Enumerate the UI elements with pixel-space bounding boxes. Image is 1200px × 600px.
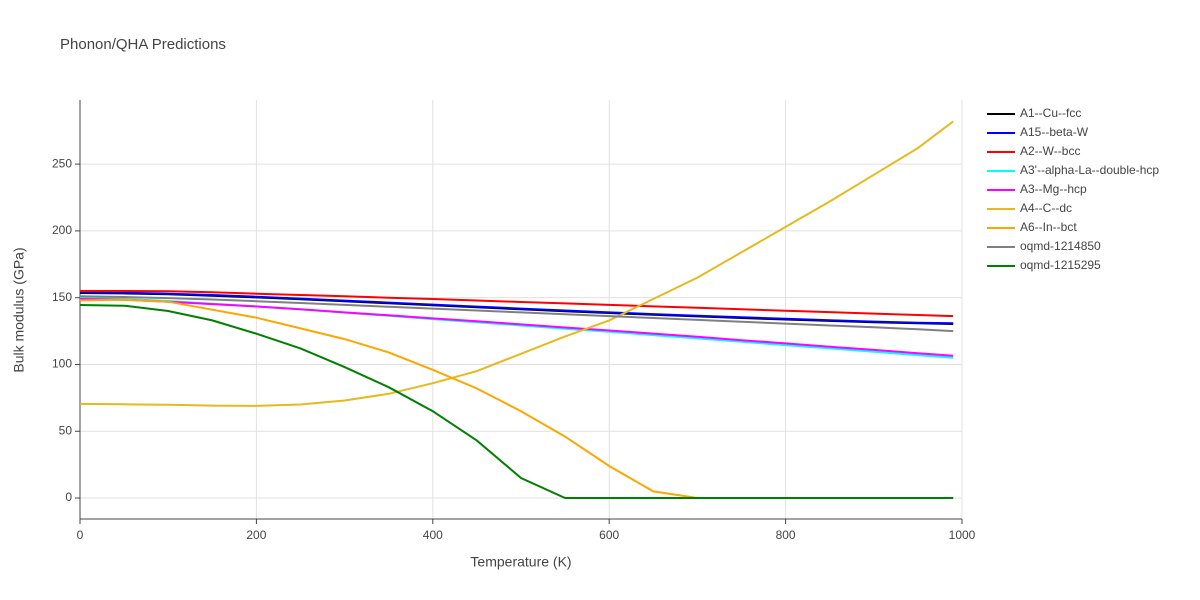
- y-axis-title: Bulk modulus (GPa): [11, 247, 27, 372]
- legend-label: A2--W--bcc: [1020, 144, 1080, 158]
- y-tick-label: 150: [52, 290, 72, 304]
- y-tick-label: 50: [59, 423, 73, 437]
- series-line: [79, 298, 954, 357]
- series-line: [79, 120, 954, 407]
- series-line: [79, 298, 954, 499]
- x-tick-label: 400: [423, 528, 443, 542]
- legend-label: oqmd-1215295: [1020, 258, 1101, 272]
- legend-label: A6--In--bct: [1020, 220, 1077, 234]
- legend-label: A4--C--dc: [1020, 201, 1072, 215]
- series-line: [79, 291, 954, 325]
- x-tick-label: 1000: [949, 528, 976, 542]
- series-line: [79, 296, 954, 359]
- legend-label: A3--Mg--hcp: [1020, 182, 1087, 196]
- y-tick-label: 100: [52, 357, 72, 371]
- y-tick-label: 250: [52, 156, 72, 170]
- legend-label: A1--Cu--fcc: [1020, 106, 1081, 120]
- series-line: [79, 304, 954, 499]
- x-axis-title: Temperature (K): [470, 554, 571, 570]
- x-tick-label: 600: [599, 528, 619, 542]
- chart-title: Phonon/QHA Predictions: [60, 36, 226, 53]
- legend-label: A15--beta-W: [1020, 125, 1089, 139]
- series-line: [80, 290, 954, 318]
- x-tick-label: 0: [77, 528, 84, 542]
- y-tick-label: 200: [52, 223, 72, 237]
- y-tick-label: 0: [65, 490, 72, 504]
- legend-label: oqmd-1214850: [1020, 239, 1101, 253]
- x-tick-label: 200: [246, 528, 266, 542]
- x-tick-label: 800: [776, 528, 796, 542]
- series-line: [79, 295, 954, 333]
- legend-label: A3'--alpha-La--double-hcp: [1020, 163, 1159, 177]
